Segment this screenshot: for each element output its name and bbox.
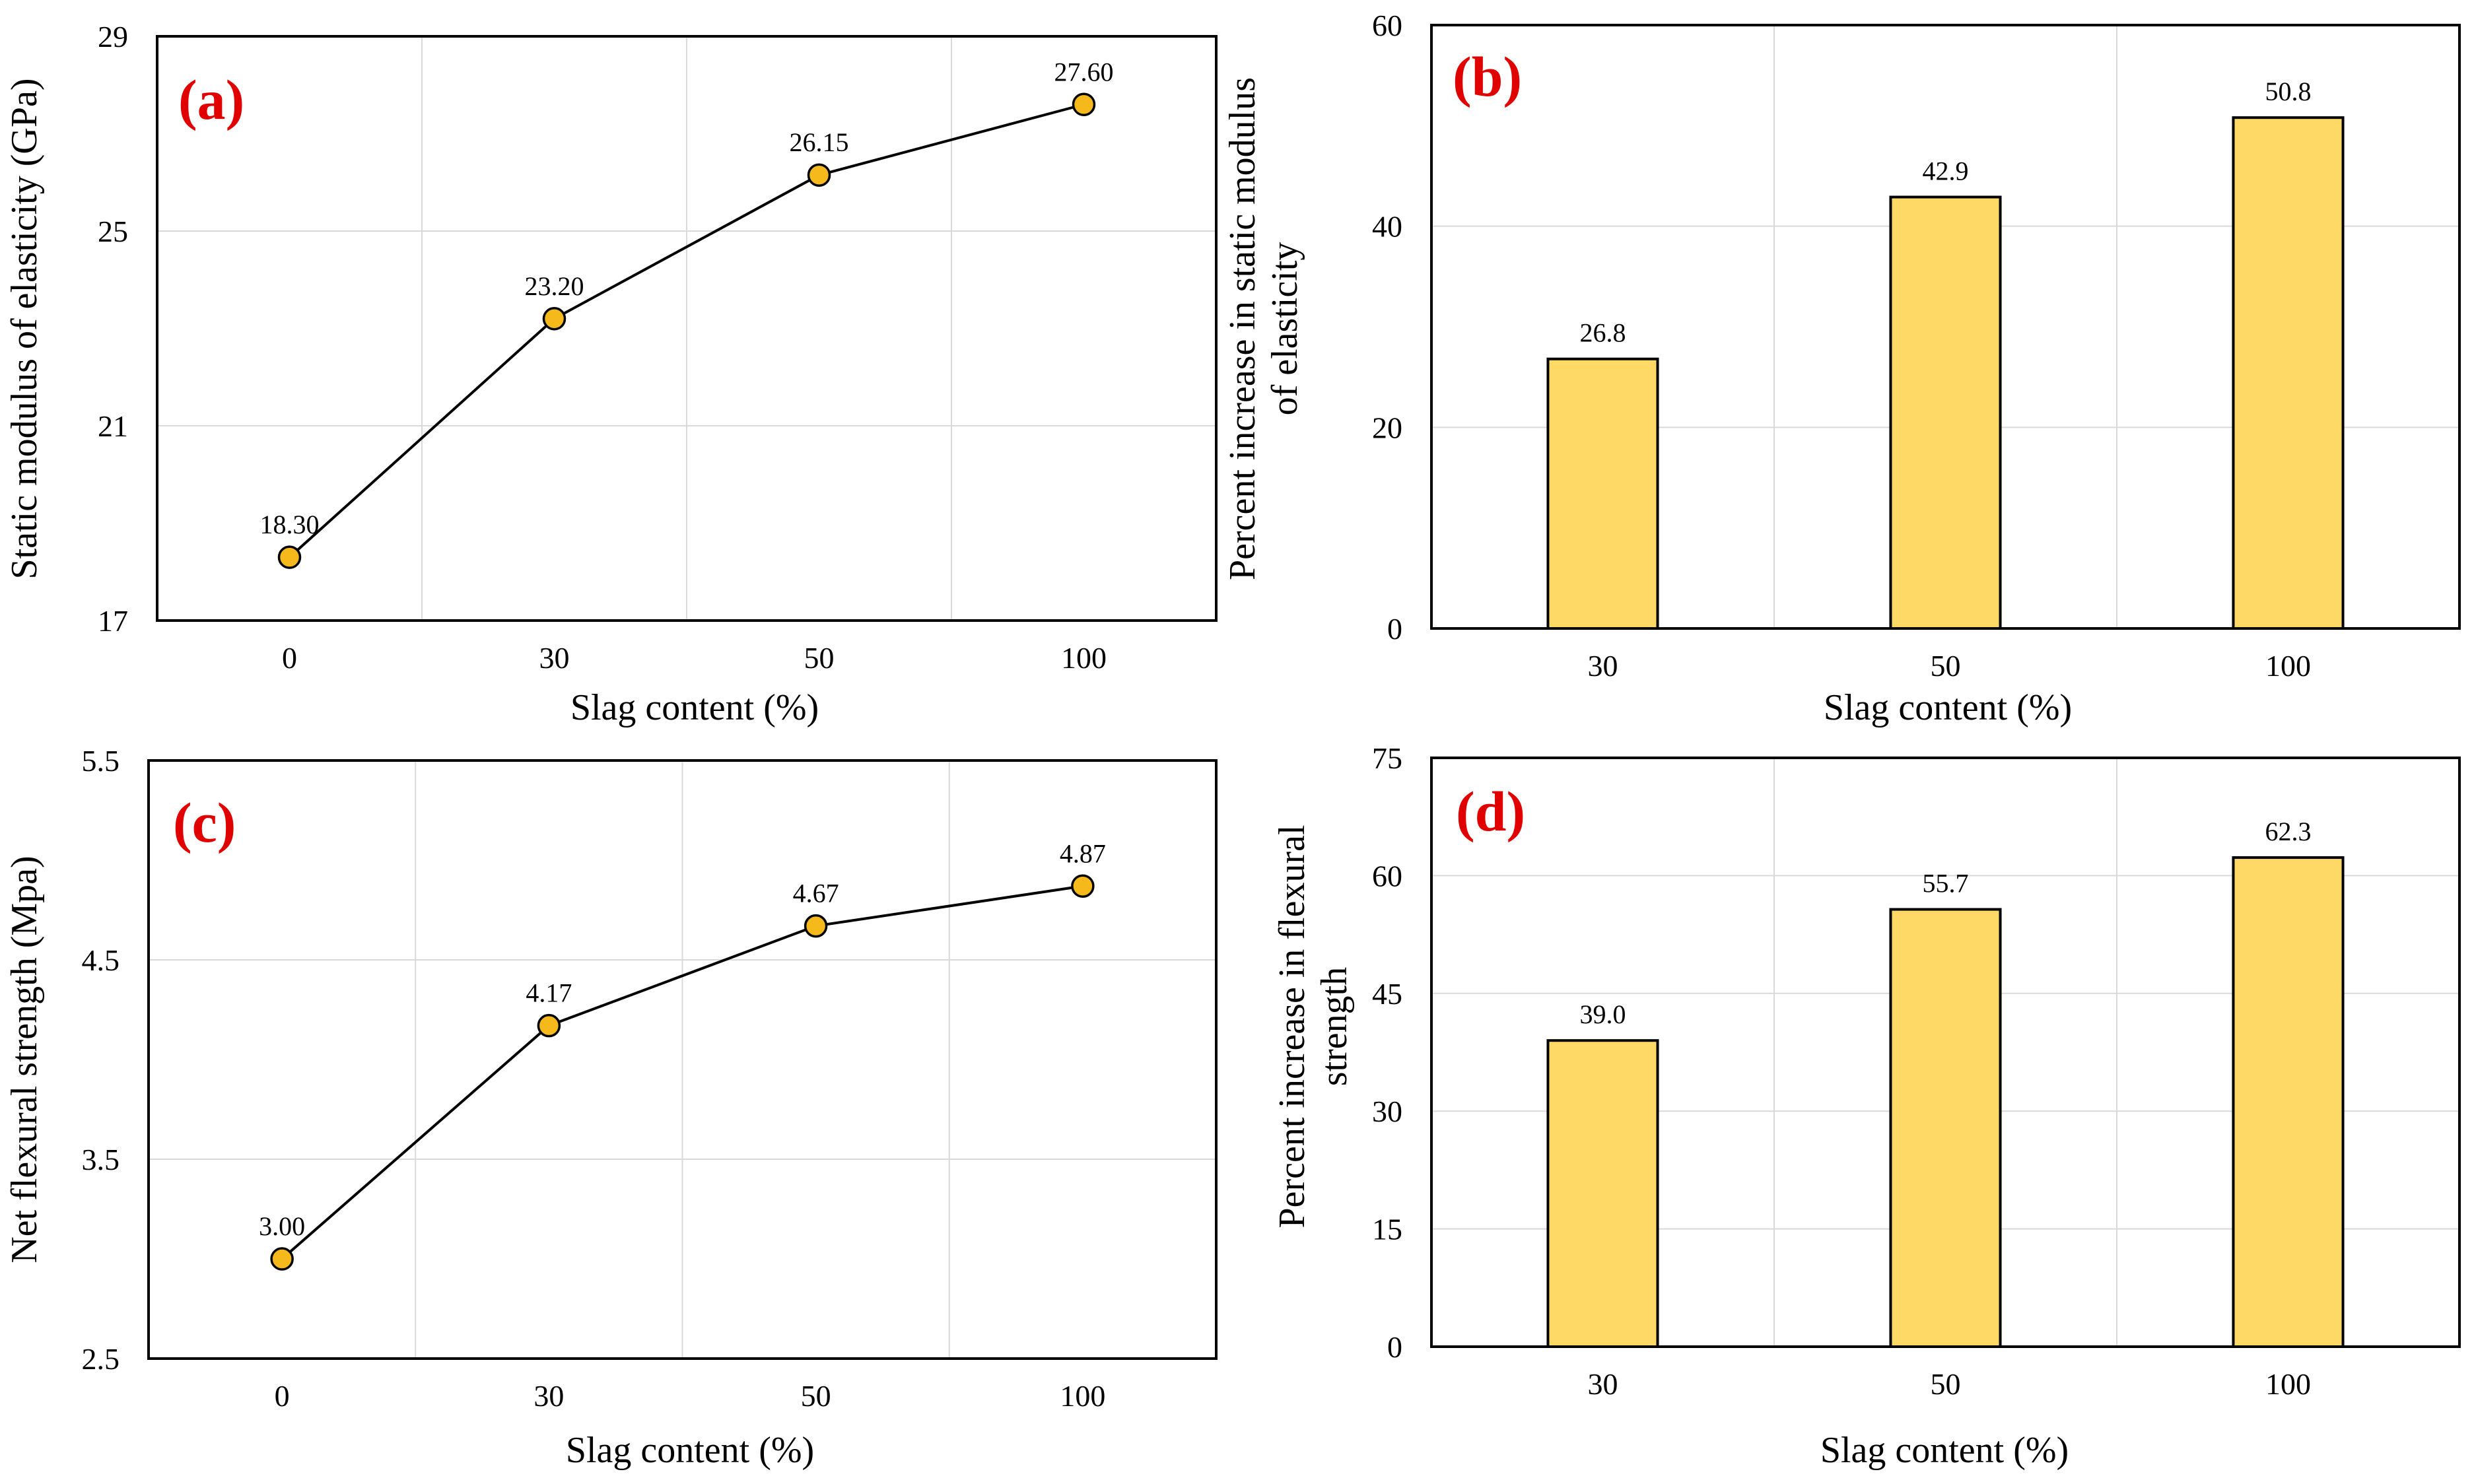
data-point (1072, 92, 1096, 116)
data-point (804, 914, 828, 938)
x-axis-label: Slag content (%) (1820, 1430, 2069, 1471)
data-label: 50.8 (2265, 77, 2312, 106)
x-tick-label: 30 (1588, 649, 1618, 683)
data-label: 55.7 (1923, 869, 1969, 898)
data-label: 26.15 (790, 127, 849, 157)
y-tick-label: 3.5 (82, 1143, 120, 1176)
x-tick-label: 0 (275, 1379, 290, 1413)
y-tick-label: 5.5 (82, 744, 120, 778)
y-tick-label: 20 (1372, 411, 1402, 444)
y-axis-label: Percent increase in static modulus (1222, 77, 1263, 580)
data-label: 4.87 (1060, 838, 1106, 868)
data-label: 23.20 (525, 271, 584, 301)
data-label: 4.17 (526, 978, 572, 1008)
x-axis-label: Slag content (%) (566, 1430, 814, 1471)
plot-frame (156, 35, 1218, 622)
x-tick-label: 30 (539, 641, 570, 675)
y-tick-label: 45 (1372, 977, 1402, 1011)
x-tick-label: 100 (2265, 1367, 2311, 1401)
y-axis-label: Static modulus of elasticity (GPa) (4, 79, 45, 580)
y-tick-label: 30 (1372, 1095, 1402, 1128)
y-axis-label: Percent increase in flexural (1272, 825, 1313, 1228)
x-tick-label: 50 (804, 641, 835, 675)
data-label: 3.00 (259, 1211, 305, 1241)
panel-label: (d) (1456, 780, 1525, 843)
x-tick-label: 50 (801, 1379, 831, 1413)
y-tick-label: 0 (1387, 1330, 1402, 1364)
bar (1546, 1039, 1659, 1349)
plot-frame (147, 759, 1218, 1360)
y-tick-label: 60 (1372, 9, 1402, 42)
x-tick-label: 100 (2265, 649, 2311, 683)
y-tick-label: 15 (1372, 1213, 1402, 1246)
plot-frame (1430, 24, 2461, 630)
bar (1889, 908, 2002, 1349)
bar (1546, 357, 1659, 630)
y-tick-label: 17 (98, 604, 128, 638)
x-axis-label: Slag content (%) (1824, 687, 2072, 728)
chart-d: 39.0 55.7 62.3 0 15 30 45 60 75 30 50 100 Slag conte… (1272, 741, 2461, 1471)
y-tick-label: 60 (1372, 859, 1402, 893)
data-point (807, 163, 831, 187)
plot-frame (1430, 757, 2461, 1348)
chart-a: 18.30 23.20 26.15 27.60 17 21 25 29 0 30 50 100 Slag… (4, 20, 1218, 728)
data-label: 39.0 (1580, 999, 1626, 1029)
data-label: 18.30 (260, 510, 320, 539)
x-tick-label: 30 (1588, 1367, 1618, 1401)
y-tick-label: 29 (98, 20, 128, 53)
x-tick-label: 50 (1931, 1367, 1961, 1401)
chart-b: 26.8 42.9 50.8 0 20 40 60 30 50 100 Slag content (… (1222, 9, 2461, 728)
data-label: 42.9 (1923, 156, 1969, 186)
x-tick-label: 30 (533, 1379, 564, 1413)
panel-label: (c) (173, 791, 236, 854)
data-point (542, 307, 567, 331)
y-tick-label: 21 (98, 409, 128, 443)
data-label: 62.3 (2265, 817, 2312, 846)
y-tick-label: 0 (1387, 612, 1402, 646)
data-point (277, 545, 302, 569)
x-axis-label: Slag content (%) (570, 687, 819, 728)
y-axis-label: strength (1314, 967, 1355, 1086)
bar (2232, 116, 2345, 630)
chart-c: 3.00 4.17 4.67 4.87 2.5 3.5 4.5 5.5 0 30 50 100 Slag… (4, 744, 1218, 1471)
bar (2232, 856, 2345, 1348)
series-line (281, 885, 1083, 1260)
panel-label: (a) (178, 68, 244, 131)
y-tick-label: 40 (1372, 210, 1402, 244)
data-point (537, 1013, 561, 1038)
x-tick-label: 0 (282, 641, 297, 675)
bar (1889, 195, 2002, 630)
y-tick-label: 4.5 (82, 943, 120, 977)
x-tick-label: 100 (1060, 1379, 1105, 1413)
panel-label: (b) (1453, 45, 1522, 108)
data-label: 4.67 (793, 879, 839, 908)
series-line (289, 103, 1085, 558)
y-tick-label: 75 (1372, 741, 1402, 775)
data-label: 27.60 (1054, 57, 1114, 86)
y-tick-label: 2.5 (82, 1342, 120, 1376)
y-tick-label: 25 (98, 215, 128, 248)
data-label: 26.8 (1580, 318, 1626, 348)
y-axis-label: Net flexural strength (Mpa) (4, 856, 45, 1263)
y-axis-label: of elasticity (1264, 242, 1305, 416)
x-tick-label: 100 (1061, 641, 1107, 675)
data-point (270, 1247, 294, 1271)
x-tick-label: 50 (1931, 649, 1961, 683)
data-point (1071, 874, 1095, 898)
